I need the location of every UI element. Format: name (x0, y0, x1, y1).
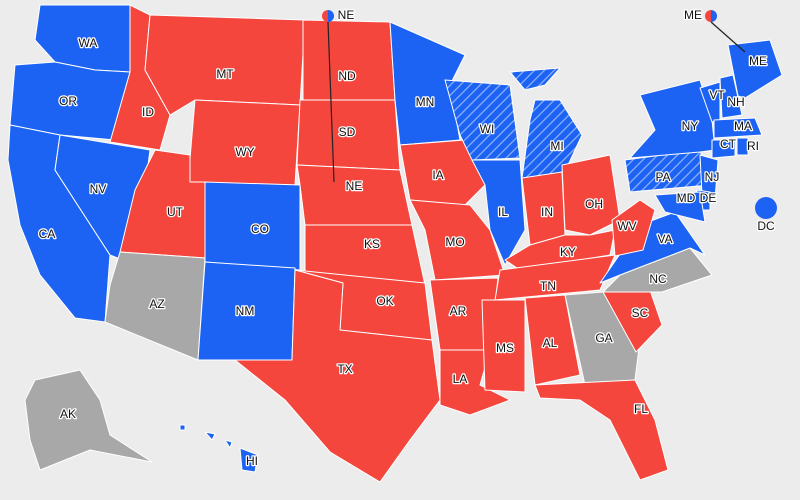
state-label: AZ (149, 297, 164, 311)
state-label: OK (376, 294, 393, 308)
state-shape[interactable] (699, 154, 719, 201)
state-shape[interactable] (187, 99, 301, 186)
split-marker (711, 10, 717, 22)
state-shape[interactable] (564, 291, 641, 386)
state-label: VT (709, 88, 725, 102)
state-shape[interactable] (711, 139, 736, 159)
state-label: NC (649, 272, 667, 286)
split-label: NE (338, 8, 355, 22)
state-shape[interactable] (481, 299, 526, 393)
leader-line (710, 21, 746, 53)
state-shape[interactable] (755, 197, 777, 219)
state-label: KS (364, 237, 380, 251)
state-shape[interactable] (399, 139, 486, 206)
state-shape[interactable] (602, 247, 713, 293)
state-shape[interactable] (713, 117, 763, 139)
state-shape[interactable] (144, 14, 306, 116)
state-shape[interactable] (509, 67, 561, 91)
state-label: RI (747, 139, 759, 153)
state-label: OR (59, 94, 77, 108)
state-label: IA (432, 168, 443, 182)
state-label: SD (339, 125, 356, 139)
split-label: ME (684, 8, 702, 22)
state-shape[interactable] (179, 424, 186, 431)
state-shape[interactable] (471, 159, 526, 266)
state-label: NJ (705, 170, 720, 184)
state-label: NM (236, 304, 255, 318)
state-shape[interactable] (719, 74, 743, 119)
state-label: NV (90, 182, 107, 196)
state-label: WA (79, 36, 98, 50)
state-label: HI (246, 454, 258, 468)
state-label: DC (757, 219, 775, 233)
state-label: IL (498, 205, 508, 219)
state-shape[interactable] (629, 79, 716, 159)
split-marker (322, 10, 328, 22)
state-shape[interactable] (494, 254, 616, 301)
state-label: WV (617, 219, 636, 233)
state-shape[interactable] (611, 199, 656, 257)
state-label: ND (338, 69, 356, 83)
state-shape[interactable] (204, 431, 216, 441)
split-marker (328, 10, 334, 22)
state-label: MI (550, 139, 563, 153)
state-label: ME (749, 54, 767, 68)
state-label: MN (416, 95, 435, 109)
state-label: KY (560, 245, 576, 259)
state-label: NE (346, 179, 363, 193)
state-label: IN (541, 205, 553, 219)
state-label: ID (142, 105, 154, 119)
state-label: TN (540, 279, 556, 293)
state-shape[interactable] (234, 269, 441, 483)
state-label: UT (167, 205, 184, 219)
state-label: OH (585, 197, 603, 211)
state-label: TX (337, 362, 352, 376)
state-label: DE (700, 191, 717, 205)
state-label: WI (480, 122, 495, 136)
state-label: SC (632, 306, 649, 320)
state-label: NH (727, 95, 744, 109)
state-shape[interactable] (524, 294, 581, 386)
state-shape[interactable] (104, 251, 206, 361)
state-shape[interactable] (296, 164, 413, 226)
state-label: CA (39, 227, 56, 241)
state-label: GA (595, 331, 612, 345)
state-label: FL (634, 402, 648, 416)
state-label: AK (60, 407, 76, 421)
state-label: PA (655, 170, 670, 184)
state-label: CT (720, 137, 737, 151)
state-shape[interactable] (224, 439, 233, 449)
state-shape[interactable] (727, 39, 783, 99)
state-label: MO (445, 235, 464, 249)
state-shape[interactable] (534, 379, 669, 481)
state-label: MA (734, 119, 752, 133)
state-shape[interactable] (239, 447, 259, 473)
state-label: CO (251, 222, 269, 236)
state-label: LA (453, 372, 468, 386)
state-label: AR (450, 304, 467, 318)
state-shape[interactable] (736, 137, 749, 156)
state-shape[interactable] (24, 369, 153, 471)
split-marker (705, 10, 711, 22)
state-shape[interactable] (302, 19, 396, 101)
state-label: MD (677, 191, 696, 205)
state-label: MS (496, 341, 514, 355)
state-shape[interactable] (654, 191, 706, 223)
leader-line (327, 21, 335, 183)
state-label: VA (657, 232, 672, 246)
state-label: WY (235, 145, 254, 159)
state-label: MT (216, 67, 234, 81)
state-label: AL (543, 336, 558, 350)
state-label: NY (682, 119, 699, 133)
state-shape[interactable] (561, 154, 621, 236)
state-shape[interactable] (444, 79, 521, 161)
